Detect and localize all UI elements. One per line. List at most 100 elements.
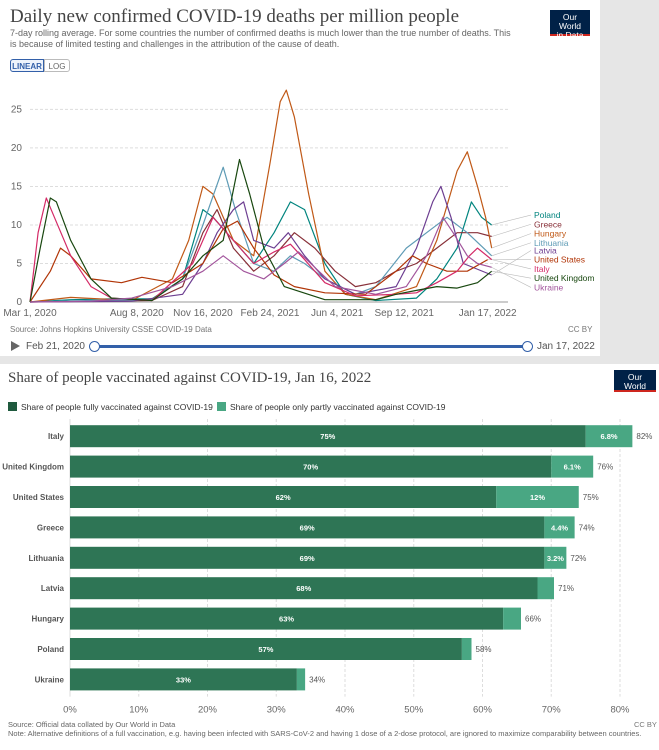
- bar-fully[interactable]: [70, 486, 497, 508]
- bar-total-label: 58%: [476, 645, 492, 654]
- bar-partly[interactable]: [544, 546, 567, 569]
- series-label-connector: [491, 223, 532, 237]
- bar-partly[interactable]: [296, 668, 306, 691]
- bar-fully[interactable]: [70, 577, 538, 600]
- category-label: United Kingdom: [2, 463, 64, 472]
- play-icon[interactable]: [11, 341, 20, 351]
- bar-partly-label: 12%: [530, 493, 545, 502]
- line-chart-license[interactable]: CC BY: [568, 325, 593, 334]
- legend-item-fully[interactable]: Share of people fully vaccinated against…: [8, 402, 213, 412]
- series-label-connector: [491, 242, 532, 257]
- series-label[interactable]: Latvia: [534, 245, 557, 255]
- category-label: Italy: [48, 432, 65, 441]
- background-gap: [600, 0, 659, 362]
- bar-fully[interactable]: [70, 607, 504, 630]
- series-label-connector: [491, 267, 532, 288]
- logo-line1: Our World: [558, 12, 582, 31]
- x-tick-label: Sep 12, 2021: [375, 308, 435, 319]
- series-line[interactable]: [29, 89, 493, 303]
- x-tick-label: Mar 1, 2020: [3, 308, 57, 319]
- bar-fully[interactable]: [70, 638, 462, 660]
- category-label: Poland: [37, 645, 64, 654]
- series-line[interactable]: [29, 220, 488, 303]
- y-tick-label: 0: [16, 297, 22, 308]
- series-label[interactable]: Italy: [534, 264, 550, 274]
- bar-total-label: 34%: [309, 675, 325, 684]
- series-line[interactable]: [29, 158, 493, 303]
- series-label[interactable]: United Kingdom: [534, 273, 594, 283]
- timeline-start-handle[interactable]: [89, 341, 100, 352]
- bar-fully-label: 69%: [300, 554, 315, 563]
- bar-fully-label: 33%: [176, 675, 191, 684]
- series-label-connector: [491, 270, 532, 279]
- bar-partly[interactable]: [585, 425, 633, 448]
- timeline-end-handle[interactable]: [522, 341, 533, 352]
- x-tick-label: 40%: [335, 705, 355, 716]
- legend-item-partly[interactable]: Share of people only partly vaccinated a…: [217, 402, 445, 412]
- series-label[interactable]: Lithuania: [534, 238, 569, 248]
- bar-fully-label: 70%: [303, 463, 318, 472]
- x-tick-label: 70%: [542, 705, 562, 716]
- bar-fully[interactable]: [70, 668, 297, 691]
- y-tick-label: 5: [16, 258, 22, 269]
- line-chart-source: Source: Johns Hopkins University CSSE CO…: [10, 325, 212, 334]
- bar-partly[interactable]: [551, 455, 594, 478]
- category-label: Lithuania: [28, 554, 64, 563]
- linear-scale-button[interactable]: LINEAR: [10, 59, 44, 72]
- bar-chart-license[interactable]: CC BY: [634, 720, 657, 729]
- legend-swatch-fully: [8, 402, 17, 411]
- owid-logo[interactable]: Our World in Data: [614, 370, 656, 400]
- bar-partly[interactable]: [537, 577, 555, 600]
- bar-fully[interactable]: [70, 516, 545, 539]
- x-tick-label: Feb 24, 2021: [241, 308, 300, 319]
- bar-partly-label: 6.1%: [564, 463, 581, 472]
- y-tick-label: 10: [11, 220, 23, 231]
- line-chart-subtitle: 7-day rolling average. For some countrie…: [10, 28, 511, 49]
- bar-chart-note: Note: Alternative definitions of a full …: [8, 729, 642, 738]
- series-line[interactable]: [29, 216, 492, 303]
- bar-total-label: 72%: [570, 554, 586, 563]
- bar-partly-label: 6.8%: [600, 432, 617, 441]
- category-label: Latvia: [41, 584, 65, 593]
- x-tick-label: Jan 17, 2022: [459, 308, 517, 319]
- bar-fully-label: 75%: [320, 432, 335, 441]
- category-label: Ukraine: [35, 675, 65, 684]
- bar-fully[interactable]: [70, 546, 545, 569]
- series-label[interactable]: Hungary: [534, 229, 567, 239]
- bar-partly[interactable]: [461, 638, 472, 660]
- bar-partly[interactable]: [503, 607, 521, 630]
- series-line[interactable]: [29, 209, 492, 303]
- logo-line2: in Data: [556, 30, 584, 40]
- bar-fully[interactable]: [70, 425, 586, 448]
- series-label[interactable]: United States: [534, 255, 585, 265]
- series-line[interactable]: [29, 197, 493, 303]
- logo-line2: in Data: [621, 390, 649, 400]
- legend-label-fully: Share of people fully vaccinated against…: [21, 402, 213, 412]
- bar-total-label: 82%: [636, 432, 652, 441]
- bar-partly[interactable]: [544, 516, 575, 539]
- x-tick-label: 20%: [198, 705, 218, 716]
- series-label-connector: [491, 259, 532, 270]
- x-tick-label: Aug 8, 2020: [110, 308, 164, 319]
- series-label[interactable]: Ukraine: [534, 282, 564, 292]
- bar-fully[interactable]: [70, 455, 552, 478]
- x-tick-label: 60%: [473, 705, 493, 716]
- bar-partly-label: 3.2%: [547, 554, 564, 563]
- category-label: Hungary: [32, 615, 65, 624]
- log-scale-button[interactable]: LOG: [44, 59, 70, 72]
- line-chart: 0 5 10 15 20 25 Mar 1, 2020 Aug 8, 2020 Nov 16, …: [3, 89, 594, 319]
- bar-partly-label: 4.4%: [551, 523, 568, 532]
- timeline-track[interactable]: [95, 345, 528, 348]
- series-label[interactable]: Poland: [534, 210, 561, 220]
- bar-chart-footer: Source: Official data collated by Our Wo…: [8, 720, 641, 738]
- series-label[interactable]: Greece: [534, 219, 562, 229]
- series-label-connector: [491, 233, 532, 249]
- y-tick-label: 15: [11, 181, 23, 192]
- bar-partly[interactable]: [496, 486, 579, 508]
- legend-label-partly: Share of people only partly vaccinated a…: [230, 402, 446, 412]
- bar-fully-label: 68%: [296, 584, 311, 593]
- owid-logo[interactable]: Our World in Data: [550, 10, 590, 40]
- background-gap: [0, 356, 659, 364]
- y-tick-label: 25: [11, 104, 23, 115]
